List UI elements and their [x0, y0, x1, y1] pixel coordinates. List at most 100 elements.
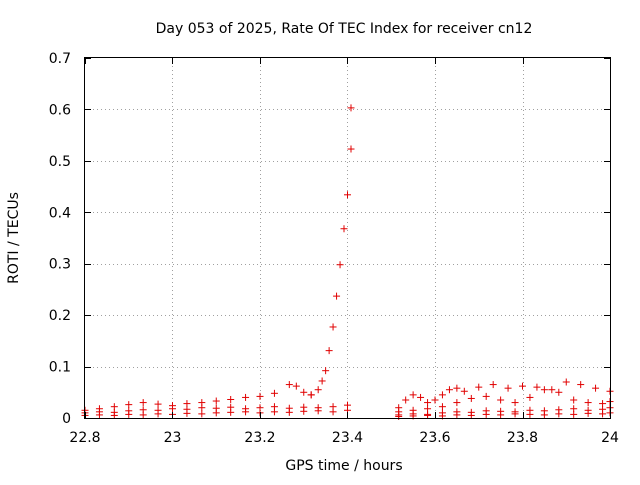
data-point: [227, 408, 235, 416]
data-point: [592, 384, 600, 392]
x-tick-label: 23.8: [507, 430, 538, 446]
data-point: [511, 410, 519, 418]
data-point: [467, 394, 475, 402]
chart-title: Day 053 of 2025, Rate Of TEC Index for r…: [156, 21, 533, 37]
data-point: [438, 391, 446, 399]
data-point: [270, 389, 278, 397]
data-point: [242, 393, 250, 401]
data-point: [198, 404, 206, 412]
data-point: [497, 411, 505, 419]
data-point: [227, 395, 235, 403]
data-point: [584, 409, 592, 417]
data-point: [540, 386, 548, 394]
data-point: [325, 347, 333, 355]
data-point: [300, 407, 308, 415]
data-point: [570, 410, 578, 418]
data-point: [212, 409, 220, 417]
data-point: [511, 399, 519, 407]
data-point: [424, 399, 432, 407]
data-point: [424, 411, 432, 419]
data-point: [139, 399, 147, 407]
data-point: [577, 381, 585, 389]
data-point: [270, 408, 278, 416]
data-point: [497, 396, 505, 404]
data-point: [329, 408, 337, 416]
data-point: [285, 381, 293, 389]
data-point: [154, 400, 162, 408]
x-tick-label: 24: [601, 430, 619, 446]
data-point: [183, 409, 191, 417]
data-point: [453, 384, 461, 392]
y-tick-label: 0.2: [49, 308, 71, 324]
data-point: [212, 397, 220, 405]
data-point: [584, 399, 592, 407]
data-point: [256, 392, 264, 400]
x-tick-label: 23.4: [332, 430, 363, 446]
data-point: [599, 410, 607, 418]
grid-lines: [85, 58, 610, 418]
data-point: [154, 410, 162, 418]
x-axis-label: GPS time / hours: [285, 458, 402, 474]
data-point: [548, 386, 556, 394]
data-point: [475, 383, 483, 391]
data-point: [110, 411, 118, 419]
data-point: [347, 104, 355, 112]
data-point: [242, 408, 250, 416]
x-tick-label: 22.8: [69, 430, 100, 446]
data-point: [292, 382, 300, 390]
data-point: [519, 382, 526, 390]
y-tick-label: 0.3: [49, 257, 71, 273]
y-tick-label: 0: [62, 411, 71, 427]
data-point: [570, 396, 578, 404]
data-point: [526, 393, 534, 401]
data-point: [336, 261, 344, 269]
axis-ticks: [85, 58, 611, 419]
data-point: [409, 391, 417, 399]
y-tick-label: 0.5: [49, 154, 71, 170]
data-point: [417, 393, 425, 401]
data-point: [467, 411, 475, 419]
data-point: [555, 410, 563, 418]
data-point: [322, 367, 330, 375]
data-point: [318, 377, 326, 385]
y-tick-label: 0.4: [49, 205, 71, 221]
x-tick-label: 23.6: [419, 430, 450, 446]
data-point: [453, 411, 461, 419]
data-point: [314, 407, 322, 415]
data-point: [139, 411, 147, 419]
x-tick-labels: 22.8 23 23.2 23.4 23.6 23.8 24: [69, 430, 619, 446]
data-point: [198, 410, 206, 418]
x-tick-label: 23: [164, 430, 182, 446]
y-tick-label: 0.1: [49, 360, 71, 376]
data-point: [95, 411, 103, 419]
data-point: [333, 292, 341, 300]
y-tick-labels: 0 0.1 0.2 0.3 0.4 0.5 0.6 0.7: [49, 51, 71, 427]
data-point: [460, 387, 468, 395]
data-points: [81, 104, 614, 420]
data-point: [438, 403, 446, 411]
data-point: [344, 191, 351, 199]
y-axis-label: ROTI / TECUs: [6, 192, 22, 284]
data-point: [445, 386, 453, 394]
data-point: [482, 410, 490, 418]
data-point: [329, 323, 337, 331]
data-point: [125, 410, 133, 418]
y-tick-label: 0.7: [49, 51, 71, 67]
x-tick-label: 23.2: [244, 430, 275, 446]
data-point: [533, 383, 541, 391]
data-point: [285, 408, 293, 416]
data-point: [453, 399, 461, 407]
data-point: [307, 391, 315, 399]
data-point: [340, 225, 348, 233]
data-point: [562, 378, 570, 386]
data-point: [347, 145, 355, 153]
data-point: [526, 410, 534, 418]
data-point: [431, 396, 439, 404]
data-point: [300, 388, 308, 396]
data-point: [402, 396, 410, 404]
data-point: [555, 388, 563, 396]
y-tick-label: 0.6: [49, 102, 71, 118]
data-point: [504, 384, 512, 392]
